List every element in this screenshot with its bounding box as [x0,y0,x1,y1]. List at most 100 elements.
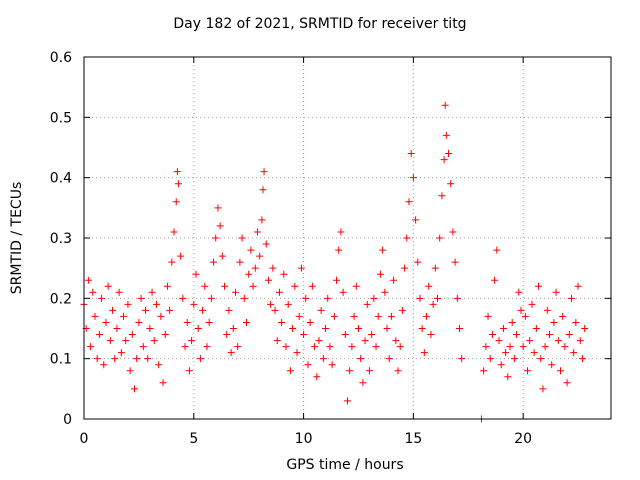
data-point [286,367,294,375]
data-point [418,325,426,332]
data-point [291,282,299,290]
data-point [141,306,149,314]
data-point [387,312,395,320]
data-point [262,240,270,248]
data-point [245,270,253,278]
data-point [168,258,176,266]
data-point [98,294,106,302]
data-point [337,228,345,236]
data-point [431,264,439,272]
data-point [300,331,308,339]
data-point [423,312,431,320]
data-point [532,325,540,332]
data-point [306,318,314,326]
y-tick-label: 0 [63,412,72,428]
data-point [440,156,448,164]
data-point [117,349,125,357]
data-point [258,216,266,224]
data-point [317,306,325,314]
data-point [259,186,267,194]
data-point [196,355,204,363]
data-point [363,300,371,308]
data-point [438,192,446,200]
data-point [535,282,543,290]
data-point [519,343,527,351]
data-point [264,276,272,284]
data-point [267,300,275,308]
data-point [346,367,354,375]
data-point [554,337,562,345]
data-point [357,355,365,363]
data-point [526,337,534,345]
axis-ticks: 0 0.1 0.2 0.3 0.4 0.5 0.6 0 5 10 15 20 [50,50,611,447]
data-point [350,312,358,320]
data-point [188,337,196,345]
data-point [256,252,264,260]
data-point [482,343,490,351]
data-point [93,355,101,363]
data-point [170,228,178,236]
data-point [453,294,461,302]
x-tick-label: 10 [295,431,313,447]
data-point [174,180,182,188]
data-point [559,312,567,320]
data-point [333,276,341,284]
data-point [420,349,428,357]
x-axis-label: GPS time / hours [286,457,404,473]
data-point [207,294,215,302]
data-point [352,282,360,290]
data-point [269,264,277,272]
data-point [578,355,586,363]
data-point [271,306,279,314]
data-point [120,312,128,320]
data-point [247,246,255,254]
data-point [546,331,554,339]
data-point [236,258,244,266]
data-point [480,367,488,375]
data-point [126,367,134,375]
data-point [148,288,156,296]
data-point [556,367,564,375]
data-point [84,276,92,284]
data-point [484,312,492,320]
data-point [297,264,305,272]
data-point [361,337,369,345]
data-point [308,282,316,290]
data-point [115,288,123,296]
data-point [223,331,231,339]
data-point [524,367,532,375]
data-point [106,337,114,345]
data-point [570,349,578,357]
data-point [315,337,323,345]
data-point [293,349,301,357]
data-point [295,312,303,320]
data-point [374,312,382,320]
data-point [152,300,160,308]
data-point [458,355,466,363]
data-point [87,343,95,351]
data-point [284,300,292,308]
data-point [401,264,409,272]
data-point [89,288,97,296]
grid-lines [84,57,611,419]
data-point [348,343,356,351]
x-tick-label: 0 [80,431,89,447]
data-point [398,306,406,314]
data-point [365,367,373,375]
data-point [313,373,321,381]
data-point [91,312,99,320]
data-point [157,312,165,320]
data-point [144,355,152,363]
data-point [576,337,584,345]
data-point [504,373,512,381]
data-point [515,288,523,296]
x-tick-label: 20 [514,431,532,447]
data-point [304,361,312,369]
data-point [510,355,518,363]
data-point [552,288,560,296]
data-point [205,318,213,326]
data-point [122,337,130,345]
data-point [95,331,103,339]
data-point [344,397,351,405]
